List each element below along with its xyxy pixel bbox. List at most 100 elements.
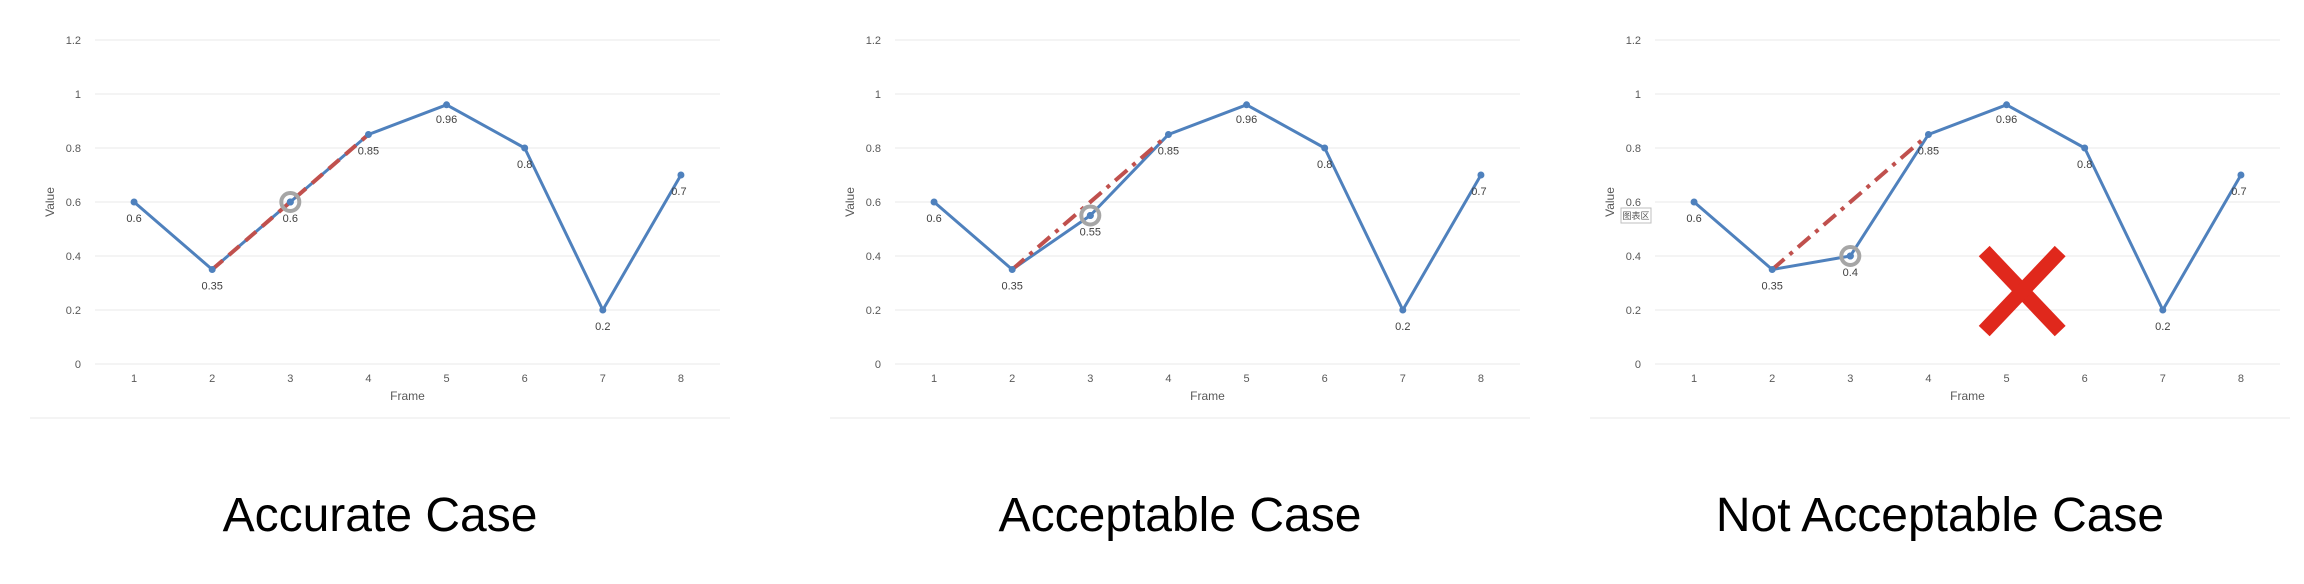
x-tick-label: 7 <box>600 373 606 385</box>
x-tick-label: 8 <box>2238 373 2244 385</box>
data-point <box>1164 131 1172 138</box>
data-point <box>1924 131 1932 138</box>
data-point <box>677 171 685 179</box>
data-label: 0.96 <box>1236 114 1257 126</box>
data-point <box>364 131 372 138</box>
highlight-point <box>286 198 294 206</box>
data-label: 0.6 <box>126 213 141 225</box>
highlight-point <box>1086 212 1094 219</box>
y-tick-label: 0.4 <box>1626 251 1641 263</box>
chart-panel-not-acceptable: 0 0.2 0.4 0.6 0.8 1 1.2 1 2 3 4 5 6 7 8 Frame Value 0.6 0.… <box>1580 0 2304 584</box>
x-tick-label: 5 <box>2004 373 2010 385</box>
data-point <box>521 144 529 152</box>
reference-dashed-line <box>1010 132 1170 272</box>
x-tick-label: 2 <box>1769 373 1775 385</box>
data-label: 0.7 <box>2231 186 2246 198</box>
chart-area-tag: 图表区 <box>1622 210 1649 221</box>
y-tick-label: 1 <box>75 89 81 101</box>
data-point <box>2159 306 2167 314</box>
x-tick-label: 7 <box>1400 373 1406 385</box>
x-tick-label: 7 <box>2160 373 2166 385</box>
chart-panel-accurate: 0 0.2 0.4 0.6 0.8 1 1.2 1 2 3 4 5 6 7 8 Frame Value 0.6 0.… <box>20 0 780 584</box>
data-point <box>599 306 607 314</box>
x-tick-label: 3 <box>1087 373 1093 385</box>
data-label: 0.2 <box>2155 321 2170 333</box>
y-tick-label: 0.8 <box>66 143 81 155</box>
x-tick-label: 6 <box>522 373 528 385</box>
chart-svg-not-acceptable: 0 0.2 0.4 0.6 0.8 1 1.2 1 2 3 4 5 6 7 8 Frame Value 0.6 0.… <box>1590 35 2290 419</box>
y-tick-label: 0 <box>75 359 81 371</box>
x-tick-label: 8 <box>678 373 684 385</box>
y-tick-label: 0.2 <box>866 305 881 317</box>
chart-area-tag-box <box>1620 207 1652 224</box>
x-axis-title: Frame <box>1190 389 1225 403</box>
x-tick-label: 4 <box>1165 373 1171 385</box>
y-axis-title: Value <box>43 187 57 217</box>
x-tick-label: 4 <box>365 373 371 385</box>
data-label: 0.8 <box>517 159 532 171</box>
cross-icon <box>1978 245 2066 337</box>
x-tick-label: 1 <box>131 373 137 385</box>
data-label: 0.2 <box>595 321 610 333</box>
y-tick-label: 1 <box>1635 89 1641 101</box>
y-tick-label: 0.4 <box>66 251 81 263</box>
x-tick-label: 4 <box>1925 373 1931 385</box>
y-tick-label: 0 <box>875 359 881 371</box>
series-line <box>133 103 683 312</box>
series-line <box>1693 103 2243 312</box>
data-label: 0.6 <box>283 213 298 225</box>
data-label: 0.55 <box>1080 227 1101 239</box>
data-point <box>1477 171 1485 179</box>
data-label: 0.35 <box>1001 281 1022 293</box>
data-label: 0.2 <box>1395 321 1410 333</box>
data-label: 0.6 <box>926 213 941 225</box>
data-point <box>208 266 216 273</box>
highlight-point <box>1846 252 1854 260</box>
y-tick-label: 0.2 <box>66 305 81 317</box>
caption-acceptable: Acceptable Case <box>998 489 1362 542</box>
data-point <box>443 101 451 109</box>
x-tick-label: 6 <box>2082 373 2088 385</box>
x-tick-label: 8 <box>1478 373 1484 385</box>
y-tick-label: 1.2 <box>866 35 881 47</box>
reference-dashed-line <box>210 132 370 272</box>
x-axis-title: Frame <box>390 389 425 403</box>
y-tick-label: 0.4 <box>866 251 881 263</box>
data-point <box>1399 306 1407 314</box>
x-tick-label: 1 <box>931 373 937 385</box>
data-label: 0.96 <box>1996 114 2017 126</box>
data-label: 0.35 <box>1761 281 1782 293</box>
chart-svg-accurate: 0 0.2 0.4 0.6 0.8 1 1.2 1 2 3 4 5 6 7 8 Frame Value 0.6 0.… <box>30 35 730 419</box>
data-label: 0.85 <box>358 146 379 158</box>
y-tick-label: 0.6 <box>1626 197 1641 209</box>
x-tick-label: 2 <box>1009 373 1015 385</box>
caption-accurate: Accurate Case <box>222 489 538 542</box>
data-label: 0.8 <box>1317 159 1332 171</box>
data-label: 0.35 <box>201 281 222 293</box>
series-line <box>933 103 1483 312</box>
data-point <box>2237 171 2245 179</box>
data-point <box>2081 144 2089 152</box>
data-label: 0.4 <box>1843 267 1858 279</box>
x-tick-label: 3 <box>287 373 293 385</box>
y-tick-label: 0.8 <box>866 143 881 155</box>
y-axis-title: Value <box>1603 187 1617 217</box>
reference-dashed-line <box>1770 132 1930 272</box>
y-tick-label: 0 <box>1635 359 1641 371</box>
data-label: 0.7 <box>1471 186 1486 198</box>
data-point <box>1768 266 1776 273</box>
data-label: 0.96 <box>436 114 457 126</box>
y-tick-label: 1.2 <box>66 35 81 47</box>
highlight-ring <box>1839 245 1862 267</box>
x-tick-label: 5 <box>444 373 450 385</box>
data-label: 0.8 <box>2077 159 2092 171</box>
data-label: 0.85 <box>1918 146 1939 158</box>
x-tick-label: 6 <box>1322 373 1328 385</box>
highlight-ring <box>279 191 302 213</box>
data-point <box>1321 144 1329 152</box>
caption-not-acceptable: Not Acceptable Case <box>1715 489 2165 542</box>
y-tick-label: 0.6 <box>866 197 881 209</box>
data-point <box>2003 101 2011 109</box>
chart-panel-acceptable: 0 0.2 0.4 0.6 0.8 1 1.2 1 2 3 4 5 6 7 8 Frame Value 0.6 0.… <box>820 0 1580 584</box>
data-point <box>1243 101 1251 109</box>
